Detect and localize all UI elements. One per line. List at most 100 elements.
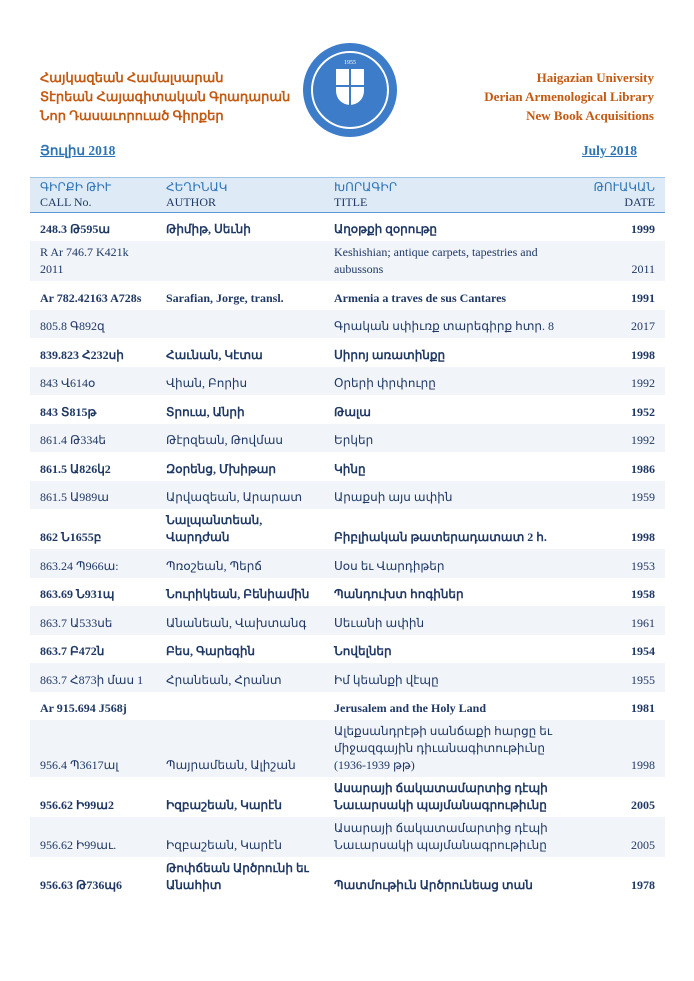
call-number-cell: 863.69 Ն931պ — [40, 587, 115, 601]
author-cell: Պայրամեան, Ալիշան — [166, 758, 296, 772]
author-cell: Բես, Գարեգին — [166, 644, 256, 658]
date-cell: 1991 — [631, 290, 655, 305]
table-row: 863.69 Ն931պ Նուրիկեան, Բենիամին Պանդուխտ … — [30, 578, 665, 607]
call-number-cell: 861.5 Ա989ա — [40, 490, 109, 504]
call-number-cell: 861.5 Ա826կ2 — [40, 461, 111, 476]
author-cell: Իզբաշեան, Կարէն — [166, 838, 282, 852]
date-cell: 2005 — [631, 838, 655, 852]
title-cell: Սեւանի ափին — [334, 615, 425, 630]
author-cell: Թիմիթ, Սեւնի — [166, 222, 251, 236]
table-row: 843 Տ815թ Տրուա, Անրի Թալա 1952 — [30, 395, 665, 424]
column-title: ԽՈՐԱԳԻՐ TITLE — [334, 180, 398, 209]
date-cell: 1998 — [631, 347, 655, 362]
table-row: 861.4 Թ334ե Թէրզեան, Թովմաս Երկեր 1992 — [30, 423, 665, 452]
title-cell: Պանդուխտ հոգիներ — [334, 587, 464, 601]
date-cell: 1981 — [631, 701, 655, 715]
author-cell — [156, 310, 324, 339]
date-cell: 2005 — [631, 798, 655, 812]
author-cell — [156, 692, 324, 721]
table-row: 843 Վ614օ Վիան, Բորիս Օրերի փրփուրը 1992 — [30, 366, 665, 395]
date-cell: 2011 — [631, 262, 655, 276]
call-number-cell: Ar 782.42163 A728s — [40, 290, 142, 305]
call-number-cell: 248.3 Թ595ա — [40, 222, 111, 236]
title-cell: Օրերի փրփուրը — [334, 376, 436, 390]
author-cell: Sarafian, Jorge, transl. — [166, 290, 284, 305]
table-row: 956.62 Ի99աւ. Իզբաշեան, Կարէն Ասարայի ճակա… — [30, 817, 665, 857]
call-number-cell: 956.4 Պ3617ալ — [40, 758, 119, 772]
table-row: 863.7 Հ873ի մաս 1 Հրանեան, Հրանտ Իմ կեանքի… — [30, 663, 665, 692]
title-cell: Ասարայի ճակատամարտից դէպի Նաւարսակի պայմ… — [334, 781, 548, 812]
author-cell: Իզբաշեան, Կարէն — [166, 798, 282, 812]
title-cell: Բիբլիական թատերադատատ 2 հ. — [334, 530, 547, 544]
table-row: 861.5 Ա989ա Արվազեան, Արարատ Արաքսի այս ափ… — [30, 480, 665, 509]
date-cell: 1978 — [631, 878, 655, 892]
column-date: ԹՈՒԱԿԱՆ DATE — [593, 180, 655, 209]
title-cell: Ալեքսանդրէթի սանճաքի հարցը եւ միջազգային… — [334, 724, 553, 772]
call-number-cell: 805.8 Գ892զ — [40, 319, 105, 333]
author-cell: Թէրզեան, Թովմաս — [166, 433, 284, 447]
header-armenian: Հայկազեան Համալսարան Տէրեան Հայագիտական … — [40, 68, 290, 125]
table-row: 862 Ն1655բ Նալպանտեան, Վարդժան Բիբլիական թ… — [30, 509, 665, 549]
call-number-cell: 863.7 Հ873ի մաս 1 — [40, 672, 144, 687]
table-row: 956.4 Պ3617ալ Պայրամեան, Ալիշան Ալեքսանդրէ… — [30, 720, 665, 777]
table-row: 863.7 Բ472ն Բես, Գարեգին Նովելներ 1954 — [30, 635, 665, 664]
date-cell: 1999 — [631, 222, 655, 236]
date-cell: 1992 — [631, 433, 655, 447]
call-number-cell: 956.62 Ի99աւ. — [40, 838, 117, 852]
column-call-number: ԳԻՐՔԻ ԹԻՒ CALL No. — [40, 180, 112, 209]
title-cell: Ասարայի ճակատամարտից դէպի Նաւարսակի պայմ… — [334, 821, 548, 852]
author-cell: Հաւնան, Կէտա — [166, 347, 263, 362]
author-cell: Նուրիկեան, Բենիամին — [166, 587, 310, 601]
author-cell: Տրուա, Անրի — [166, 404, 245, 419]
date-cell: 1961 — [631, 615, 655, 630]
call-number-cell: Ar 915.694 J568j — [40, 701, 127, 715]
author-cell — [156, 241, 324, 281]
call-number-cell: 843 Տ815թ — [40, 404, 97, 419]
title-cell: Աղօթքի զօրութը — [334, 222, 438, 236]
author-cell: Պռօշեան, Պերճ — [166, 558, 262, 573]
header-line: Հայկազեան Համալսարան — [40, 70, 224, 85]
table-row: 956.63 Թ736պ6 Թոփճեան Արծրունի եւ Անահիտ Պ… — [30, 857, 665, 897]
logo-year: 1955 — [344, 60, 356, 66]
date-cell: 1953 — [631, 558, 655, 573]
table-row: 805.8 Գ892զ Գրական սփիւռք տարեգիրք հտր. 8… — [30, 309, 665, 339]
author-cell: Թոփճեան Արծրունի եւ Անահիտ — [166, 861, 309, 892]
table-row: Ar 782.42163 A728s Sarafian, Jorge, trans… — [30, 281, 665, 310]
title-cell: Պատմութիւն Արծրունեաց տան — [334, 878, 533, 892]
title-cell: Թալա — [334, 404, 371, 419]
column-author: ՀԵՂԻՆԱԿ AUTHOR — [166, 180, 228, 209]
header-line: Նոր Դասաւորուած Գիրքեր — [40, 108, 224, 123]
date-cell: 1992 — [631, 376, 655, 390]
call-number-cell: 861.4 Թ334ե — [40, 433, 106, 447]
author-cell: Նալպանտեան, Վարդժան — [166, 513, 263, 544]
header-line: Haigazian University — [536, 70, 654, 85]
title-cell: Իմ կեանքի վէպը — [334, 672, 439, 687]
title-cell: Արաքսի այս ափին — [334, 490, 453, 504]
author-cell: Հրանեան, Հրանտ — [166, 672, 282, 687]
date-cell: 1998 — [631, 758, 655, 772]
table-row: 863.24 Պ966ա: Պռօշեան, Պերճ Սօս եւ Վարդիթե… — [30, 549, 665, 578]
table-row: 861.5 Ա826կ2 Զօրենց, Մխիթար Կինը 1986 — [30, 452, 665, 481]
author-cell: Վիան, Բորիս — [166, 376, 248, 390]
title-cell: Սիրոյ առատինքը — [334, 347, 446, 362]
title-cell: Սօս եւ Վարդիթեր — [334, 558, 445, 573]
call-number-cell: 843 Վ614օ — [40, 376, 96, 390]
header-line: Derian Armenological Library — [484, 89, 654, 104]
header-line: New Book Acquisitions — [526, 108, 654, 123]
date-cell: 2017 — [631, 319, 655, 333]
month-english: July 2018 — [581, 143, 637, 158]
call-number-cell: 862 Ն1655բ — [40, 530, 102, 544]
table-row: 863.7 Ա533սե Անանեան, Վախտանգ Սեւանի ափին 1… — [30, 606, 665, 635]
date-cell: 1998 — [631, 530, 655, 544]
title-cell: Երկեր — [334, 433, 374, 447]
call-number-cell: 863.7 Ա533սե — [40, 615, 113, 630]
title-cell: Կինը — [334, 461, 366, 476]
acquisitions-table: ԳԻՐՔԻ ԹԻՒ CALL No. ՀԵՂԻՆԱԿ AUTHOR ԽՈՐԱԳԻՐ T… — [30, 177, 665, 897]
call-number-cell: 863.24 Պ966ա: — [40, 558, 119, 573]
author-cell: Զօրենց, Մխիթար — [166, 461, 277, 476]
table-row: 839.823 Հ232սի Հաւնան, Կէտա Սիրոյ առատինքը… — [30, 338, 665, 367]
author-cell: Անանեան, Վախտանգ — [166, 615, 307, 630]
title-cell: Նովելներ — [334, 644, 392, 658]
call-number-cell: 956.63 Թ736պ6 — [40, 878, 123, 892]
date-cell: 1959 — [631, 490, 655, 504]
